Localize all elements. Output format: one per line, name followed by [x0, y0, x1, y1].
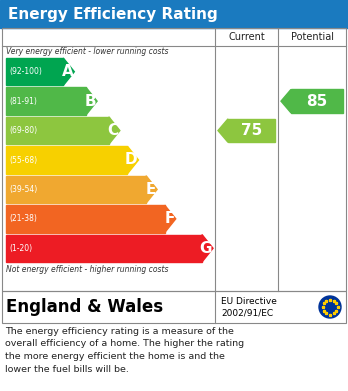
Polygon shape	[86, 88, 97, 115]
Text: B: B	[85, 93, 96, 109]
Text: (69-80): (69-80)	[9, 126, 37, 135]
Text: England & Wales: England & Wales	[6, 298, 163, 316]
Text: (21-38): (21-38)	[9, 214, 37, 223]
Text: Current: Current	[228, 32, 265, 42]
Text: (39-54): (39-54)	[9, 185, 37, 194]
Polygon shape	[165, 205, 176, 233]
Bar	[2, 291, 346, 323]
Bar	[6, 146, 127, 174]
Text: A: A	[62, 64, 73, 79]
Text: F: F	[164, 212, 175, 226]
Text: (1-20): (1-20)	[9, 244, 32, 253]
Bar	[6, 88, 86, 115]
Text: EU Directive: EU Directive	[221, 297, 277, 306]
Text: 85: 85	[306, 93, 327, 109]
Text: The energy efficiency rating is a measure of the
overall efficiency of a home. T: The energy efficiency rating is a measur…	[5, 327, 244, 373]
Text: Very energy efficient - lower running costs: Very energy efficient - lower running co…	[6, 47, 168, 57]
Text: 2002/91/EC: 2002/91/EC	[221, 308, 273, 317]
Bar	[291, 90, 343, 113]
Polygon shape	[281, 90, 291, 113]
Polygon shape	[146, 176, 157, 203]
Text: 75: 75	[241, 123, 262, 138]
Text: C: C	[108, 123, 119, 138]
Text: (81-91): (81-91)	[9, 97, 37, 106]
Text: Potential: Potential	[291, 32, 333, 42]
Text: G: G	[199, 241, 212, 256]
Bar	[6, 176, 146, 203]
Bar	[6, 117, 109, 144]
Bar	[6, 58, 63, 85]
Bar	[2, 28, 346, 291]
Bar	[0, 0, 348, 28]
Text: (92-100): (92-100)	[9, 67, 42, 76]
Bar	[228, 119, 275, 142]
Bar	[6, 205, 165, 233]
Polygon shape	[202, 235, 213, 262]
Text: E: E	[146, 182, 156, 197]
Circle shape	[319, 296, 341, 318]
Polygon shape	[218, 119, 228, 142]
Bar	[6, 235, 202, 262]
Text: Not energy efficient - higher running costs: Not energy efficient - higher running co…	[6, 265, 168, 274]
Text: D: D	[125, 152, 137, 167]
Polygon shape	[127, 146, 139, 174]
Text: (55-68): (55-68)	[9, 156, 37, 165]
Polygon shape	[63, 58, 74, 85]
Text: Energy Efficiency Rating: Energy Efficiency Rating	[8, 7, 218, 22]
Polygon shape	[109, 117, 120, 144]
